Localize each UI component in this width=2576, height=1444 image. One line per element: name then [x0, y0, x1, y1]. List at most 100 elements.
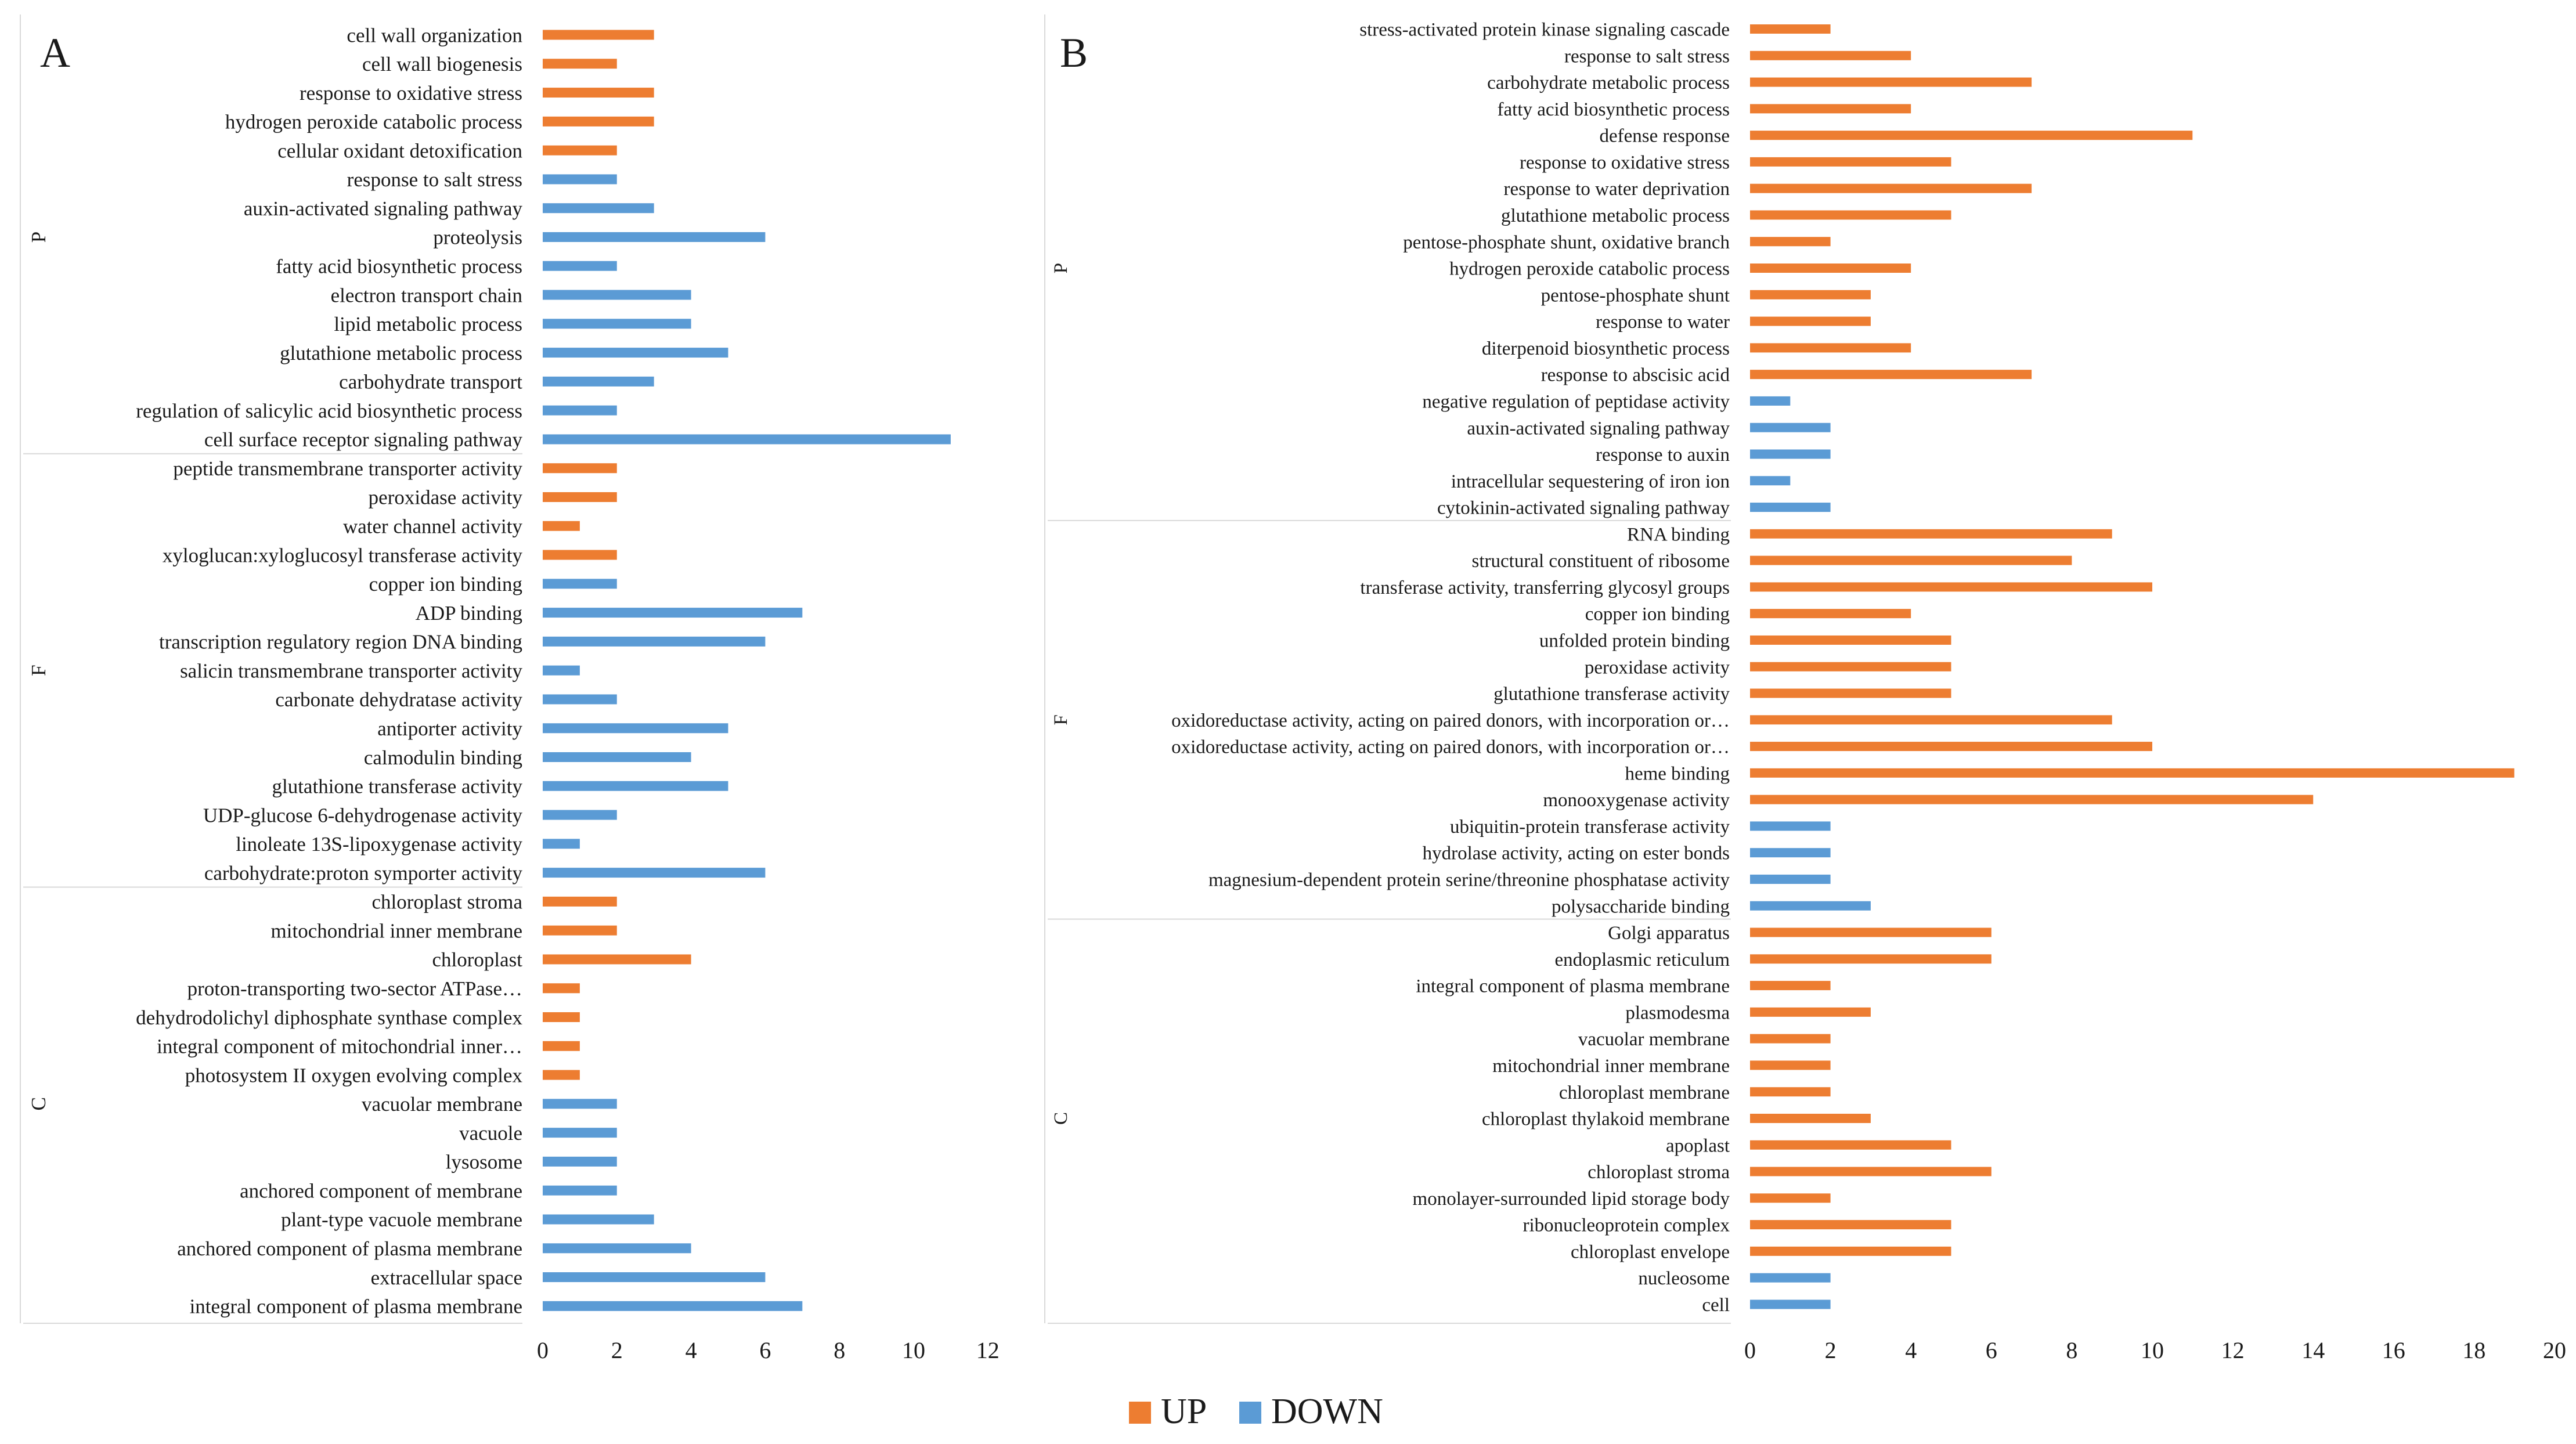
- category-label: photosystem II oxygen evolving complex: [185, 1064, 523, 1086]
- group-label: C: [1051, 1112, 1071, 1125]
- category-label: auxin-activated signaling pathway: [1467, 418, 1730, 439]
- bar-down: [1750, 396, 1791, 406]
- bar-down: [543, 579, 617, 589]
- bar-down: [543, 203, 654, 214]
- category-label: linoleate 13S-lipoxygenase activity: [236, 833, 522, 855]
- category-label: salicin transmembrane transporter activi…: [180, 659, 522, 682]
- category-label: apoplast: [1666, 1135, 1730, 1156]
- category-label: hydrogen peroxide catabolic process: [225, 111, 522, 133]
- category-label: Golgi apparatus: [1608, 923, 1730, 944]
- category-label: cell wall biogenesis: [362, 53, 522, 75]
- bar-up: [1750, 24, 1831, 34]
- bar-down: [1750, 821, 1831, 831]
- bar-up: [1750, 981, 1831, 991]
- bar-up: [1750, 582, 2152, 592]
- bar-down: [1750, 901, 1871, 911]
- bar-up: [1750, 1193, 1831, 1203]
- category-label: response to salt stress: [1564, 46, 1730, 67]
- bar-up: [543, 521, 580, 531]
- category-label: response to auxin: [1596, 445, 1730, 465]
- category-label: proton-transporting two-sector ATPase…: [187, 977, 522, 1000]
- panel-label: A: [40, 30, 70, 76]
- category-label: response to oxidative stress: [1520, 152, 1730, 173]
- bar-up: [1750, 210, 1951, 220]
- bar-up: [1750, 927, 1991, 937]
- category-label: mitochondrial inner membrane: [271, 919, 522, 942]
- bar-down: [1750, 1299, 1831, 1309]
- category-label: plant-type vacuole membrane: [281, 1208, 522, 1231]
- category-label: transferase activity, transferring glyco…: [1360, 577, 1730, 598]
- category-label: oxidoreductase activity, acting on paire…: [1171, 737, 1730, 758]
- bar-up: [543, 116, 654, 127]
- bar-up: [543, 983, 580, 994]
- category-label: chloroplast stroma: [371, 891, 522, 914]
- x-tick-label: 0: [537, 1337, 549, 1363]
- bar-down: [543, 348, 728, 358]
- bar-up: [543, 145, 617, 156]
- category-label: monooxygenase activity: [1543, 790, 1730, 811]
- category-label: lipid metabolic process: [334, 313, 522, 335]
- bar-up: [1750, 1167, 1991, 1176]
- bar-down: [543, 608, 803, 618]
- category-label: endoplasmic reticulum: [1555, 950, 1730, 970]
- category-label: plasmodesma: [1625, 1002, 1730, 1023]
- bar-up: [1750, 1087, 1831, 1097]
- category-label: RNA binding: [1627, 524, 1730, 545]
- bar-down: [543, 1185, 617, 1196]
- group-label: F: [1051, 714, 1071, 725]
- bar-down: [1750, 874, 1831, 884]
- category-label: carbohydrate metabolic process: [1487, 73, 1730, 93]
- bar-up: [543, 1012, 580, 1023]
- bar-up: [1750, 768, 2514, 778]
- x-tick-label: 16: [2382, 1337, 2405, 1363]
- bar-down: [1750, 503, 1831, 512]
- bar-down: [1750, 848, 1831, 858]
- bar-up: [1750, 50, 1911, 60]
- bar-up: [1750, 316, 1871, 326]
- category-label: transcription regulatory region DNA bind…: [159, 631, 522, 654]
- category-label: integral component of mitochondrial inne…: [157, 1035, 522, 1058]
- category-label: cell wall organization: [347, 24, 522, 46]
- bar-up: [1750, 104, 1911, 114]
- category-label: chloroplast: [432, 948, 522, 971]
- bar-down: [543, 1243, 691, 1254]
- legend-label: UP: [1161, 1392, 1207, 1431]
- category-label: chloroplast membrane: [1559, 1082, 1730, 1103]
- legend-swatch-up: [1129, 1402, 1151, 1424]
- category-label: dehydrodolichyl diphosphate synthase com…: [136, 1006, 522, 1029]
- category-label: negative regulation of peptidase activit…: [1422, 391, 1730, 412]
- category-label: carbohydrate:proton symporter activity: [204, 862, 523, 885]
- bar-up: [543, 1041, 580, 1051]
- group-label: P: [27, 232, 50, 243]
- category-label: ribonucleoprotein complex: [1523, 1215, 1730, 1236]
- bar-down: [1750, 423, 1831, 432]
- category-label: response to water deprivation: [1504, 179, 1730, 200]
- category-label: stress-activated protein kinase signalin…: [1359, 20, 1730, 41]
- category-label: hydrolase activity, acting on ester bond…: [1423, 843, 1730, 864]
- category-label: carbohydrate transport: [339, 371, 522, 394]
- bar-up: [543, 550, 617, 560]
- bar-up: [543, 492, 617, 502]
- bar-down: [543, 839, 580, 849]
- bar-down: [543, 665, 580, 676]
- bar-up: [543, 1070, 580, 1080]
- bar-down: [543, 232, 766, 242]
- bar-up: [1750, 290, 1871, 299]
- category-label: glutathione transferase activity: [272, 775, 522, 798]
- bar-up: [543, 30, 654, 40]
- x-tick-label: 8: [834, 1337, 845, 1363]
- category-label: anchored component of plasma membrane: [177, 1237, 522, 1260]
- bar-up: [1750, 1034, 1831, 1044]
- category-label: fatty acid biosynthetic process: [276, 255, 522, 277]
- bar-up: [1750, 237, 1831, 247]
- category-label: extracellular space: [371, 1266, 522, 1289]
- category-label: xyloglucan:xyloglucosyl transferase acti…: [163, 544, 523, 566]
- legend: UP DOWN: [1129, 1392, 1383, 1431]
- x-tick-label: 0: [1744, 1337, 1756, 1363]
- category-label: heme binding: [1625, 763, 1730, 784]
- bar-up: [543, 463, 617, 474]
- x-tick-label: 12: [2221, 1337, 2245, 1363]
- category-label: chloroplast envelope: [1571, 1241, 1730, 1262]
